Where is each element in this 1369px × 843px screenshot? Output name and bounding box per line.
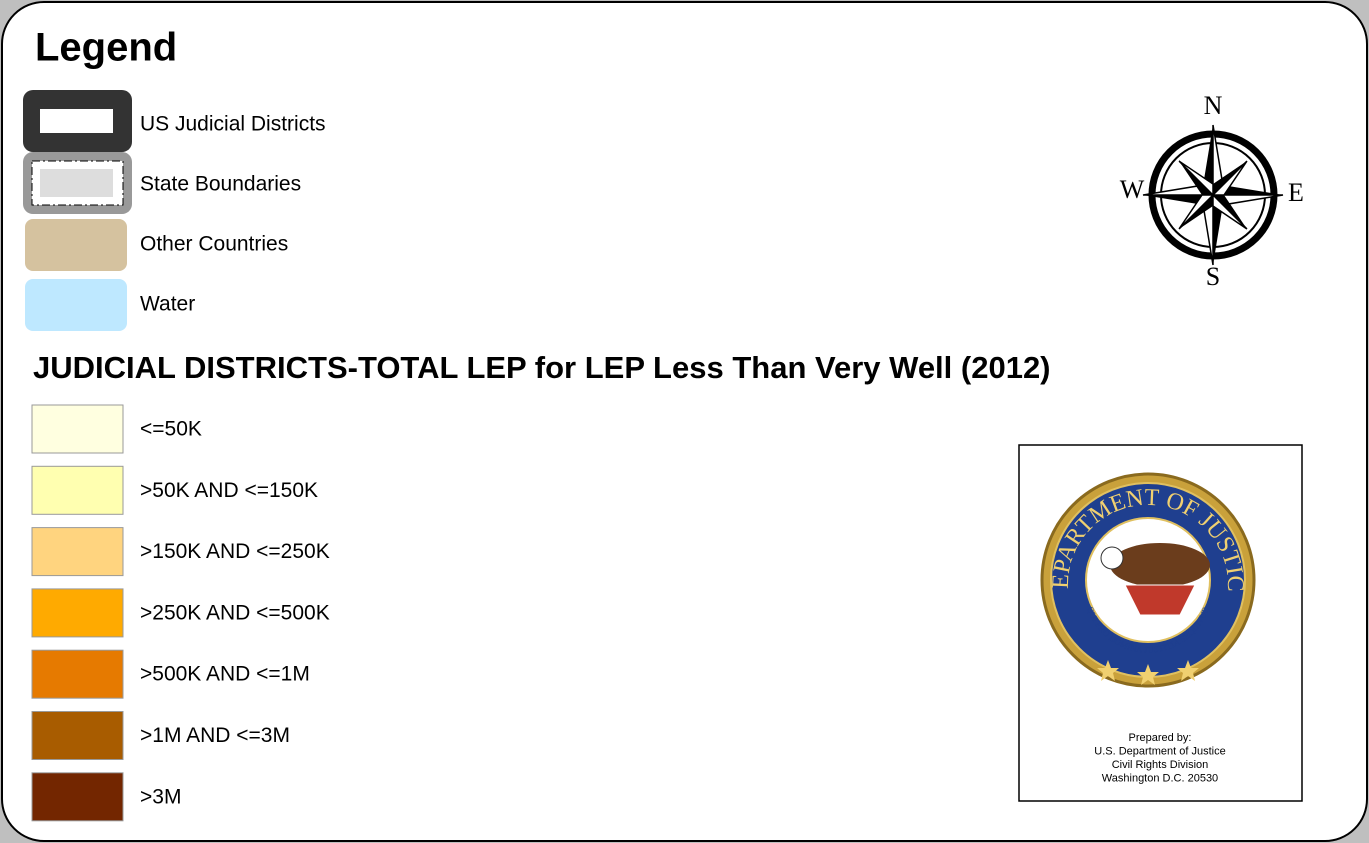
compass-e: E [1288,178,1304,207]
class-swatch [32,773,123,821]
class-label: >50K AND <=150K [140,479,318,502]
class-label: >3M [140,785,181,808]
class-label: <=50K [140,418,202,441]
class-swatch [32,528,123,576]
compass-s: S [1206,262,1220,291]
symbol-fill [25,279,127,331]
class-swatch [32,650,123,698]
symbol-state-fill [40,169,113,197]
class-label: >150K AND <=250K [140,540,330,563]
classes-title: JUDICIAL DISTRICTS-TOTAL LEP for LEP Les… [33,350,1051,385]
class-swatch [32,405,123,453]
legend-title: Legend [35,26,177,70]
symbol-judicial-inner [40,109,113,133]
compass-n: N [1204,91,1223,120]
prepared-line: Prepared by: [1129,732,1192,744]
item-label: Other Countries [140,233,288,256]
symbol-fill [25,219,127,271]
item-label: State Boundaries [140,173,301,196]
prepared-line: U.S. Department of Justice [1094,746,1225,758]
prepared-line: Civil Rights Division [1112,759,1209,771]
class-swatch [32,712,123,760]
legend-panel: Legend JUDICIAL DISTRICTS-TOTAL LEP for … [0,0,1369,843]
class-label: >500K AND <=1M [140,663,310,686]
page: {"legend": { "title": "Legend", "items":… [0,0,1369,843]
class-swatch [32,589,123,637]
prepared-line: Washington D.C. 20530 [1102,773,1218,785]
item-label: Water [140,293,195,316]
class-swatch [32,466,123,514]
compass-w: W [1120,175,1145,204]
item-label: US Judicial Districts [140,113,326,136]
class-label: >250K AND <=500K [140,601,330,624]
class-label: >1M AND <=3M [140,724,290,747]
